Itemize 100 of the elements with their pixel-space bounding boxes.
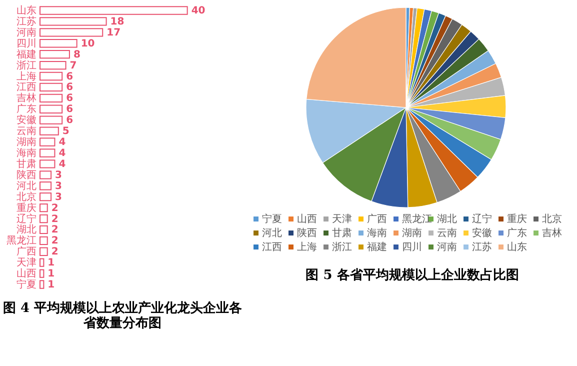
y-tick-label: 吉林 xyxy=(16,92,36,104)
y-tick-label: 陕西 xyxy=(16,168,36,181)
legend-label: 天津 xyxy=(332,213,352,225)
bar xyxy=(40,280,44,289)
legend-label: 湖南 xyxy=(402,227,422,239)
bar xyxy=(40,50,70,59)
data-label: 6 xyxy=(66,82,74,94)
legend-label: 陕西 xyxy=(297,227,317,239)
y-tick-label: 安徽 xyxy=(16,114,36,126)
y-tick-label: 江西 xyxy=(16,81,36,94)
data-label: 10 xyxy=(80,38,95,50)
y-tick-label: 黑龙江 xyxy=(6,234,36,247)
text: 图 4 平均规模以上农业产业化龙头企业各省数量分布图 xyxy=(2,300,242,331)
bar xyxy=(40,192,52,202)
y-tick-label: 福建 xyxy=(16,48,36,60)
legend-label: 河南 xyxy=(437,241,457,253)
bar xyxy=(40,182,52,190)
y-tick-label: 海南 xyxy=(16,146,36,159)
bar xyxy=(40,225,48,234)
data-label: 6 xyxy=(66,104,74,116)
data-label: 2 xyxy=(51,224,58,236)
data-label: 3 xyxy=(55,192,62,203)
y-tick-label: 山东 xyxy=(16,4,36,16)
legend-label: 辽宁 xyxy=(472,213,492,225)
y-tick-label: 上海 xyxy=(16,70,36,82)
legend-label: 江苏 xyxy=(472,241,492,253)
bar xyxy=(40,138,56,146)
y-tick-label: 天津 xyxy=(16,256,36,269)
data-label: 6 xyxy=(66,115,74,126)
legend-label: 山东 xyxy=(507,241,527,253)
bar xyxy=(40,60,66,70)
legend-label: 广东 xyxy=(507,227,527,239)
y-tick-label: 广西 xyxy=(16,246,36,258)
legend-label: 四川 xyxy=(402,241,422,253)
data-label: 1 xyxy=(48,268,55,280)
legend-label: 宁夏 xyxy=(262,213,282,225)
y-tick-label: 四川 xyxy=(16,37,36,50)
y-tick-label: 江苏 xyxy=(16,15,36,28)
y-tick-label: 广东 xyxy=(16,103,36,116)
data-label: 6 xyxy=(66,93,74,104)
legend-label: 重庆 xyxy=(507,213,527,225)
legend-label: 河北 xyxy=(262,227,282,239)
bar xyxy=(40,247,48,256)
data-label: 2 xyxy=(51,236,58,247)
legend-label: 安徽 xyxy=(472,227,492,239)
legend-label: 山西 xyxy=(297,213,317,225)
y-tick-label: 云南 xyxy=(16,125,36,138)
y-tick-label: 北京 xyxy=(16,190,36,203)
bar xyxy=(40,116,63,124)
legend-label: 湖北 xyxy=(437,213,457,225)
bar xyxy=(40,17,107,26)
data-label: 2 xyxy=(51,202,58,214)
y-tick-label: 重庆 xyxy=(16,202,36,214)
legend-label: 浙江 xyxy=(332,241,352,253)
data-label: 17 xyxy=(106,27,121,38)
data-label: 2 xyxy=(51,214,58,225)
bar xyxy=(40,82,63,92)
y-tick-label: 辽宁 xyxy=(16,212,36,225)
legend-label: 福建 xyxy=(367,241,387,253)
bar xyxy=(40,148,56,158)
legend-label: 上海 xyxy=(297,241,317,253)
bar xyxy=(40,126,59,136)
y-tick-label: 河南 xyxy=(16,26,36,38)
data-label: 1 xyxy=(48,258,55,269)
bar xyxy=(40,104,63,114)
data-label: 18 xyxy=(110,16,124,28)
bar xyxy=(40,269,44,278)
bar xyxy=(40,28,104,37)
data-label: 3 xyxy=(55,180,62,192)
data-label: 1 xyxy=(48,280,55,291)
bar xyxy=(40,160,56,168)
data-label: 2 xyxy=(51,246,58,258)
data-label: 7 xyxy=(70,60,77,72)
data-label: 4 xyxy=(58,137,66,148)
data-label: 4 xyxy=(58,158,66,170)
y-tick-label: 山西 xyxy=(16,268,36,280)
legend-label: 北京 xyxy=(542,213,562,225)
legend-label: 江西 xyxy=(262,241,282,253)
y-tick-label: 湖南 xyxy=(16,136,36,148)
legend-label: 云南 xyxy=(437,227,457,239)
legend-label: 吉林 xyxy=(542,227,562,239)
legend-label: 黑龙江 xyxy=(402,213,432,225)
bar xyxy=(40,203,48,212)
data-label: 4 xyxy=(58,148,66,159)
bar xyxy=(40,6,188,15)
data-label: 8 xyxy=(73,49,80,60)
data-label: 6 xyxy=(66,71,74,82)
legend-label: 甘肃 xyxy=(332,227,352,239)
data-label: 40 xyxy=(191,5,206,16)
y-tick-label: 浙江 xyxy=(16,59,36,72)
y-tick-label: 甘肃 xyxy=(16,158,36,170)
bar xyxy=(40,72,63,81)
data-label: 3 xyxy=(55,170,62,181)
bar xyxy=(40,258,44,267)
y-tick-label: 湖北 xyxy=(16,224,36,236)
bar xyxy=(40,94,63,103)
y-tick-label: 河北 xyxy=(16,180,36,192)
y-tick-label: 宁夏 xyxy=(16,278,36,291)
bar xyxy=(40,236,48,246)
bar xyxy=(40,170,52,180)
